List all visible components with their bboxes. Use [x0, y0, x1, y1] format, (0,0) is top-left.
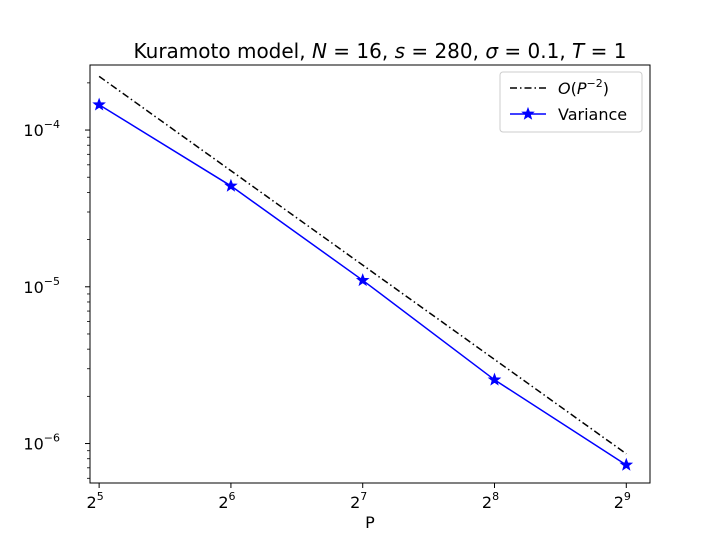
- series-layer: [92, 75, 634, 471]
- x-axis-ticks: 25 26 27 28 29: [87, 483, 631, 512]
- y-tick-label-2: 10−6: [23, 432, 60, 454]
- legend-marker-variance: [521, 106, 535, 120]
- x-tick-label-1: 26: [218, 490, 235, 512]
- data-point-variance-4: [619, 457, 634, 471]
- plot-area: [90, 65, 650, 483]
- y-tick-label-1: 10−5: [23, 275, 60, 297]
- x-tick-label-0: 25: [87, 490, 104, 512]
- chart-title: Kuramoto model, N = 16, s = 280, σ = 0.1…: [134, 39, 627, 63]
- legend-box: [499, 71, 643, 133]
- legend: O(P−2) Variance: [499, 71, 643, 133]
- data-point-variance-2: [355, 273, 370, 287]
- x-tick-label-2: 27: [350, 490, 367, 512]
- series-line-0: [98, 75, 627, 455]
- legend-label-variance: Variance: [558, 105, 627, 124]
- data-point-variance-3: [487, 372, 502, 386]
- data-point-variance-1: [224, 178, 238, 192]
- x-tick-label-3: 28: [482, 490, 499, 512]
- y-axis-ticks: 10−4 10−5 10−6: [23, 82, 90, 479]
- x-tick-label-4: 29: [614, 490, 631, 512]
- y-tick-label-0: 10−4: [23, 118, 60, 140]
- plot-frame: [89, 64, 651, 484]
- legend-label-o-p-2: O(P−2): [558, 77, 609, 98]
- x-axis-label: P: [365, 513, 375, 532]
- data-point-variance-0: [92, 97, 106, 111]
